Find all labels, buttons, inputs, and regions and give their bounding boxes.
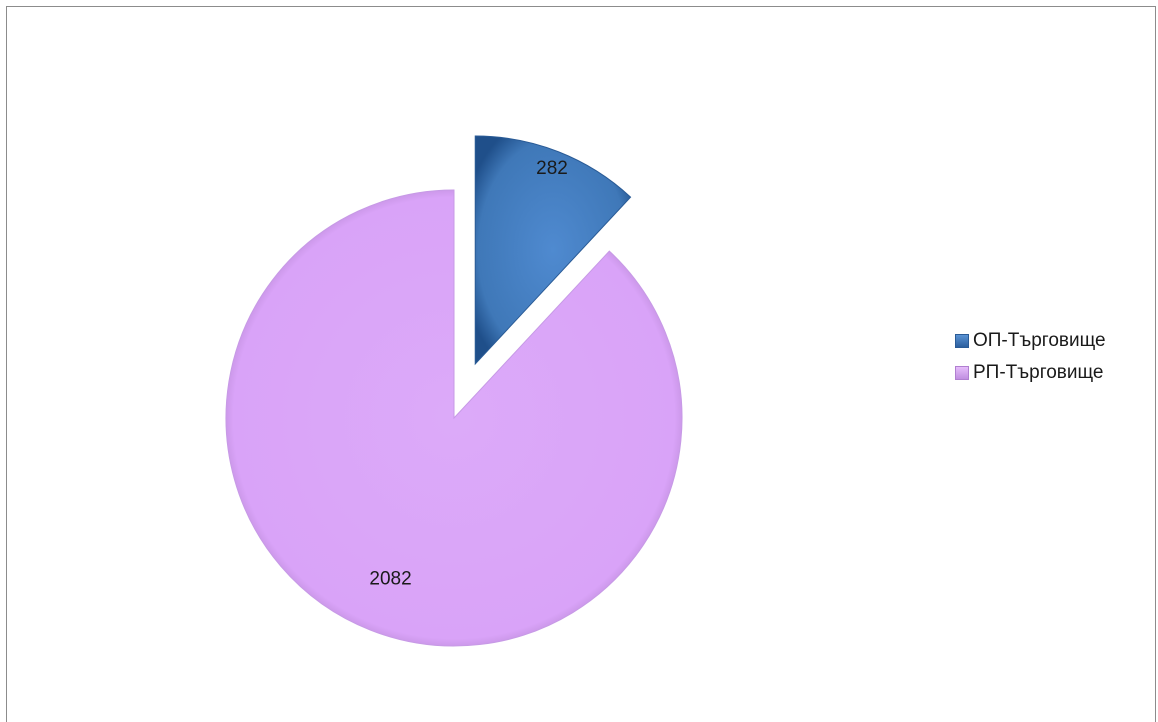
pie-slice-op [474, 135, 632, 366]
pie-slice-rp [225, 189, 683, 647]
legend: ОП-Търговище РП-Търговище [955, 329, 1106, 393]
legend-label-op: ОП-Търговище [973, 330, 1106, 351]
legend-item-op: ОП-Търговище [955, 329, 1106, 353]
data-label-op: 282 [536, 158, 568, 179]
legend-swatch-op [955, 334, 969, 348]
legend-swatch-rp [955, 366, 969, 380]
data-label-rp: 2082 [369, 568, 411, 589]
legend-item-rp: РП-Търговище [955, 361, 1106, 385]
legend-label-rp: РП-Търговище [973, 362, 1104, 383]
